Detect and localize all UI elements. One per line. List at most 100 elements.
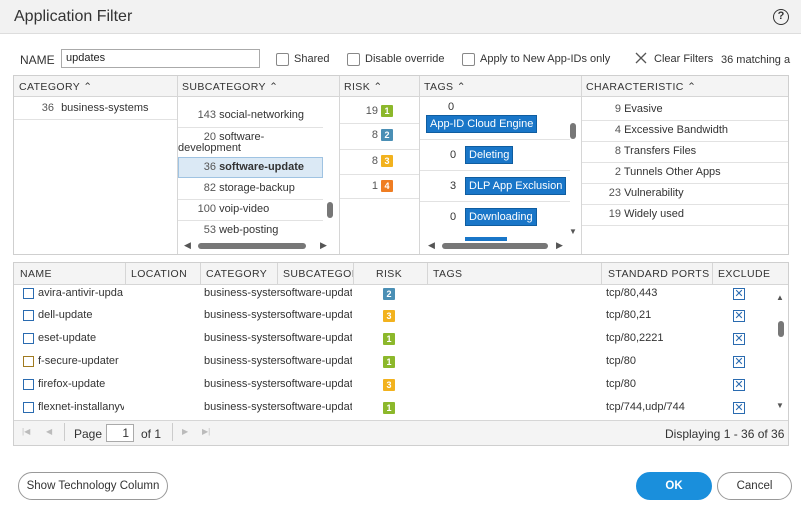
row-divider	[420, 201, 570, 202]
subcategory-item[interactable]: 143 social-networking	[197, 109, 305, 121]
column-divider	[419, 76, 420, 254]
scroll-right-icon[interactable]: ▶	[556, 240, 563, 250]
subcategory-vscroll-thumb[interactable]	[327, 202, 333, 218]
tag-count: 0	[448, 101, 455, 113]
name-filter-input[interactable]: updates	[61, 49, 260, 68]
next-page-icon[interactable]: ▶	[182, 427, 189, 436]
subcategory-column-header[interactable]: SUBCATEGOI	[283, 268, 356, 280]
subcategory-item[interactable]: 36 software-update	[203, 161, 305, 173]
table-vscroll-thumb[interactable]	[778, 321, 784, 337]
subcategory-item[interactable]: 53 web-posting	[203, 224, 279, 236]
risk-item[interactable]: 19 1	[340, 105, 419, 117]
scroll-down-icon[interactable]: ▼	[569, 227, 577, 236]
column-divider	[339, 76, 340, 254]
category-item[interactable]: 36 business-systems	[41, 102, 149, 114]
subcategory-item[interactable]: 20 software-development	[178, 131, 265, 154]
category-column-header[interactable]: CATEGORY	[206, 268, 268, 280]
risk-item[interactable]: 8 3	[340, 155, 419, 167]
characteristic-item[interactable]: 9 Evasive	[614, 103, 663, 115]
row-divider	[178, 220, 323, 221]
help-icon[interactable]: ?	[773, 9, 789, 25]
disable-override-checkbox[interactable]	[347, 53, 360, 66]
app-category: business-syster	[204, 287, 281, 299]
app-ports: tcp/80,443	[606, 287, 658, 299]
name-column-header[interactable]: NAME	[20, 268, 52, 280]
risk-column-header[interactable]: RISK ⌃	[339, 76, 419, 97]
risk-badge: 1	[383, 356, 395, 368]
app-ports: tcp/80,21	[606, 309, 652, 321]
column-divider	[277, 263, 278, 285]
tag-item[interactable]: Downloading	[465, 208, 537, 226]
scroll-up-icon[interactable]: ▲	[776, 293, 784, 302]
category-column-header[interactable]: CATEGORY ⌃	[14, 76, 177, 97]
ok-button[interactable]: OK	[636, 472, 712, 500]
exclude-checkbox[interactable]: ✕	[733, 379, 745, 391]
risk-item[interactable]: 1 4	[340, 180, 419, 192]
subcategory-item-selected[interactable]	[178, 157, 323, 178]
application-icon	[23, 379, 34, 390]
table-row[interactable]: f-secure-updater business-syster softwar…	[14, 353, 774, 371]
tags-hscroll-thumb[interactable]	[442, 243, 548, 249]
table-row[interactable]: firefox-update business-syster software-…	[14, 376, 774, 394]
apply-new-checkbox[interactable]	[462, 53, 475, 66]
exclude-checkbox[interactable]: ✕	[733, 402, 745, 414]
app-name: firefox-update	[38, 378, 106, 390]
characteristic-column-header[interactable]: CHARACTERISTIC ⌃	[581, 76, 788, 97]
table-row[interactable]: dell-update business-syster software-upd…	[14, 307, 774, 325]
characteristic-item[interactable]: 23 Vulnerability	[608, 187, 684, 199]
first-page-icon[interactable]: |◀	[22, 427, 31, 436]
app-name: flexnet-installanyv	[38, 401, 124, 413]
cancel-button[interactable]: Cancel	[717, 472, 792, 500]
subcategory-column-header[interactable]: SUBCATEGORY ⌃	[177, 76, 339, 97]
exclude-checkbox[interactable]: ✕	[733, 288, 745, 300]
shared-checkbox[interactable]	[276, 53, 289, 66]
prev-page-icon[interactable]: ◀	[46, 427, 53, 436]
pagination-bar: |◀ ◀ Page 1 of 1 ▶ ▶| Displaying 1 - 36 …	[14, 420, 788, 445]
scroll-right-icon[interactable]: ▶	[320, 240, 327, 250]
name-label: NAME	[20, 53, 55, 67]
characteristic-item[interactable]: 19 Widely used	[608, 208, 684, 220]
characteristic-item[interactable]: 4 Excessive Bandwidth	[614, 124, 729, 136]
page-number-input[interactable]: 1	[106, 424, 134, 442]
tags-vscroll-thumb[interactable]	[570, 123, 576, 139]
app-subcategory: software-updat	[280, 287, 352, 299]
characteristic-item[interactable]: 8 Transfers Files	[614, 145, 697, 157]
tag-item[interactable]: Deleting	[465, 146, 514, 164]
scroll-left-icon[interactable]: ◀	[428, 240, 435, 250]
exclude-checkbox[interactable]: ✕	[733, 333, 745, 345]
clear-filters-icon[interactable]	[634, 51, 650, 67]
subcategory-item[interactable]: 82 storage-backup	[203, 182, 295, 194]
table-row[interactable]: flexnet-installanyv business-syster soft…	[14, 399, 774, 417]
risk-column-header[interactable]: RISK	[376, 268, 403, 280]
scroll-left-icon[interactable]: ◀	[184, 240, 191, 250]
show-technology-column-button[interactable]: Show Technology Column	[18, 472, 168, 500]
row-divider	[340, 198, 419, 199]
exclude-column-header[interactable]: EXCLUDE	[718, 268, 771, 280]
tag-item[interactable]: App-ID Cloud Engine	[426, 115, 538, 133]
table-row[interactable]: avira-antivir-upda business-syster softw…	[14, 285, 774, 303]
column-divider	[200, 263, 201, 285]
subcategory-item[interactable]: 100 voip-video	[197, 203, 270, 215]
risk-badge: 3	[383, 310, 395, 322]
app-category: business-syster	[204, 309, 281, 321]
tag-item[interactable]: DLP App Exclusion	[465, 177, 567, 195]
last-page-icon[interactable]: ▶|	[202, 427, 211, 436]
risk-item[interactable]: 8 2	[340, 129, 419, 141]
app-subcategory: software-updat	[280, 332, 352, 344]
application-icon	[23, 333, 34, 344]
tag-count: 3	[450, 180, 457, 192]
subcategory-hscroll-thumb[interactable]	[198, 243, 306, 249]
location-column-header[interactable]: LOCATION	[131, 268, 188, 280]
ports-column-header[interactable]: STANDARD PORTS	[608, 268, 710, 280]
tags-column-header[interactable]: TAGS	[433, 268, 463, 280]
exclude-checkbox[interactable]: ✕	[733, 310, 745, 322]
tags-column-header[interactable]: TAGS ⌃	[419, 76, 581, 97]
characteristic-item[interactable]: 2 Tunnels Other Apps	[614, 166, 721, 178]
exclude-checkbox[interactable]: ✕	[733, 356, 745, 368]
apply-new-label: Apply to New App-IDs only	[480, 53, 611, 65]
subcategory-list: 143 social-networking 20 software-develo…	[178, 98, 339, 254]
row-divider	[178, 127, 323, 128]
scroll-down-icon[interactable]: ▼	[776, 401, 784, 410]
table-row[interactable]: eset-update business-syster software-upd…	[14, 330, 774, 348]
clear-filters-button[interactable]: Clear Filters	[654, 53, 714, 65]
